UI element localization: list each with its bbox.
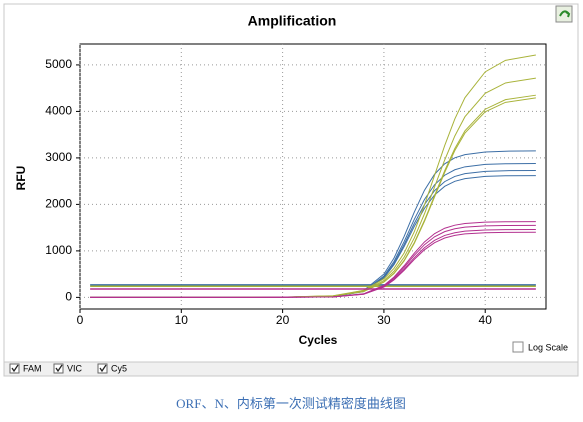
- x-axis-label: Cycles: [299, 333, 338, 347]
- series-check: [11, 364, 19, 373]
- series-toolbar: [3, 361, 579, 377]
- amplification-curve: [90, 231, 536, 298]
- y-tick-label: 1000: [45, 243, 72, 257]
- series-check: [55, 364, 63, 373]
- legend-label: VIC: [67, 363, 83, 373]
- y-tick-label: 4000: [45, 104, 72, 118]
- y-tick-label: 2000: [45, 197, 72, 211]
- x-tick-label: 10: [175, 313, 189, 327]
- x-tick-label: 30: [377, 313, 391, 327]
- series-checkbox[interactable]: [97, 363, 108, 374]
- series-check: [99, 364, 107, 373]
- y-tick-label: 0: [65, 290, 72, 304]
- chart-icon[interactable]: [555, 5, 573, 23]
- log-scale-checkbox[interactable]: [512, 341, 524, 353]
- x-tick-label: 40: [479, 313, 493, 327]
- chart-icon-glyph: [559, 10, 571, 18]
- y-tick-label: 5000: [45, 57, 72, 71]
- x-tick-label: 0: [77, 313, 84, 327]
- y-axis-label: RFU: [14, 166, 28, 191]
- legend-label: FAM: [23, 363, 42, 373]
- series-checkbox[interactable]: [53, 363, 64, 374]
- y-tick-label: 3000: [45, 150, 72, 164]
- legend-label: Cy5: [111, 363, 127, 373]
- caption: ORF、N、内标第一次测试精密度曲线图: [176, 396, 406, 411]
- chart-title: Amplification: [248, 13, 337, 29]
- series-checkbox[interactable]: [9, 363, 20, 374]
- log-scale-label: Log Scale: [528, 342, 568, 352]
- x-tick-label: 20: [276, 313, 290, 327]
